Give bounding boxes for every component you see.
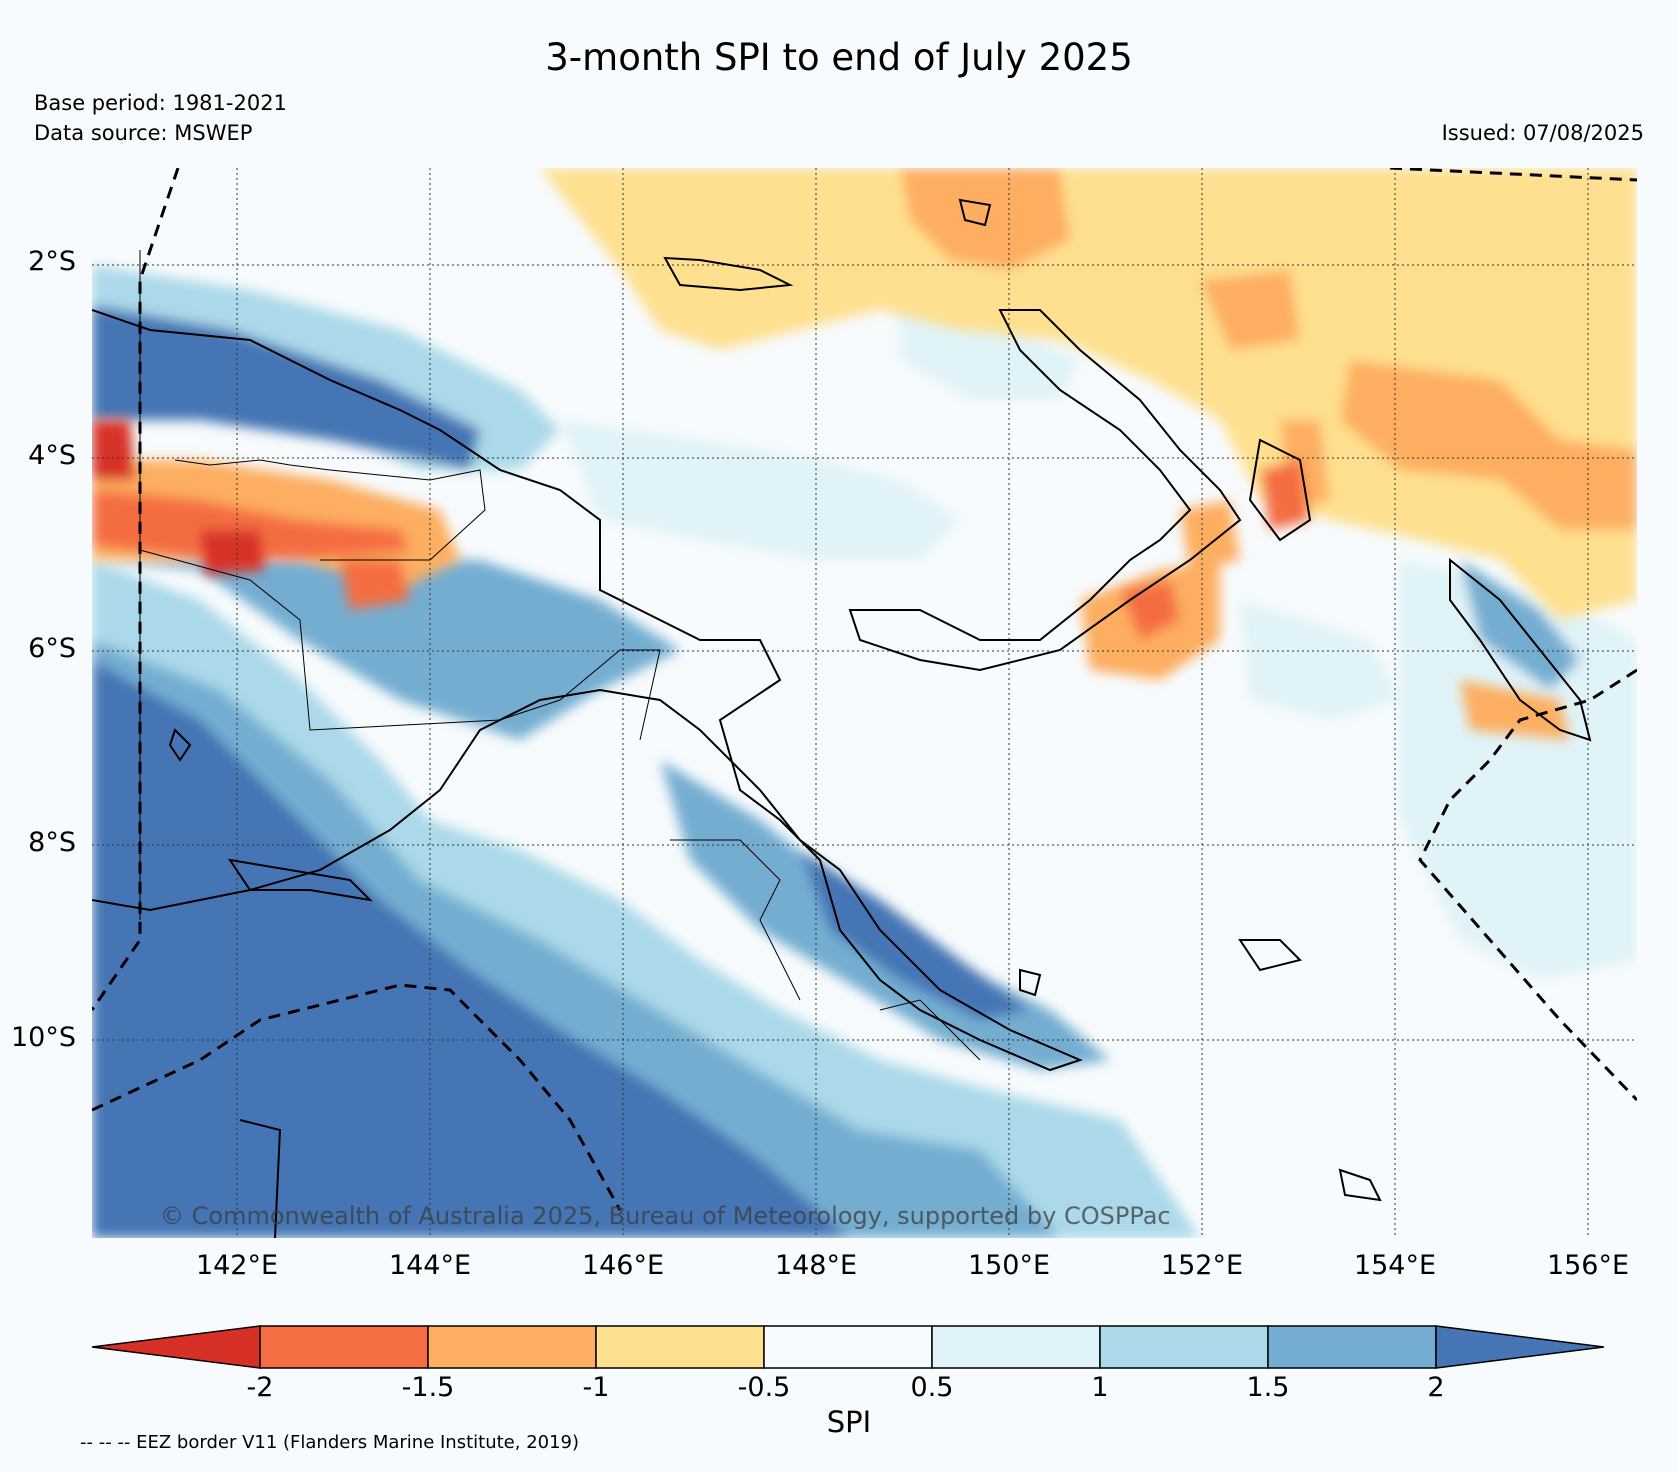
colorbar-segment (1267, 1325, 1437, 1369)
lon-label-144e: 144°E (388, 1250, 472, 1281)
lat-label-8s: 8°S (28, 827, 76, 858)
lat-label-2s: 2°S (28, 246, 76, 277)
lon-label-148e: 148°E (774, 1250, 858, 1281)
lon-label-142e: 142°E (195, 1250, 279, 1281)
base-period-label: Base period: 1981-2021 (34, 91, 287, 115)
lat-label-6s: 6°S (28, 633, 76, 664)
colorbar-segment (427, 1325, 597, 1369)
colorbar-segment (1099, 1325, 1269, 1369)
coastlines (92, 198, 1592, 1238)
colorbar-tick: 1.5 (1246, 1372, 1290, 1403)
lon-label-150e: 150°E (967, 1250, 1051, 1281)
eez-border-note: -- -- -- EEZ border V11 (Flanders Marine… (80, 1432, 580, 1453)
colorbar-extend-high (1435, 1325, 1605, 1369)
lat-label-4s: 4°S (28, 440, 76, 471)
eez-borders (92, 168, 1637, 1211)
copyright-notice: © Commonwealth of Australia 2025, Bureau… (160, 1202, 1171, 1230)
colorbar-tick: -1.5 (401, 1372, 455, 1403)
colorbar-tick: -1 (582, 1372, 610, 1403)
lat-label-10s: 10°S (11, 1022, 76, 1053)
colorbar-segment (763, 1325, 933, 1369)
lon-label-156e: 156°E (1546, 1250, 1630, 1281)
lon-label-152e: 152°E (1160, 1250, 1244, 1281)
spi-field (92, 168, 1637, 1238)
colorbar-extend-low (91, 1325, 261, 1369)
colorbar-tick: -2 (246, 1372, 274, 1403)
colorbar-segment (595, 1325, 765, 1369)
issued-date-label: Issued: 07/08/2025 (1441, 121, 1644, 145)
graticule (92, 168, 1637, 1238)
data-source-label: Data source: MSWEP (34, 121, 253, 145)
colorbar-tick: 2 (1427, 1372, 1445, 1403)
colorbar-label: SPI (826, 1405, 872, 1439)
colorbar-segment (931, 1325, 1101, 1369)
lon-label-154e: 154°E (1353, 1250, 1437, 1281)
colorbar-tick: 1 (1091, 1372, 1109, 1403)
map-title: 3-month SPI to end of July 2025 (545, 36, 1133, 79)
colorbar-segment (259, 1325, 429, 1369)
colorbar-tick: -0.5 (737, 1372, 791, 1403)
colorbar-tick: 0.5 (910, 1372, 954, 1403)
lon-label-146e: 146°E (581, 1250, 665, 1281)
